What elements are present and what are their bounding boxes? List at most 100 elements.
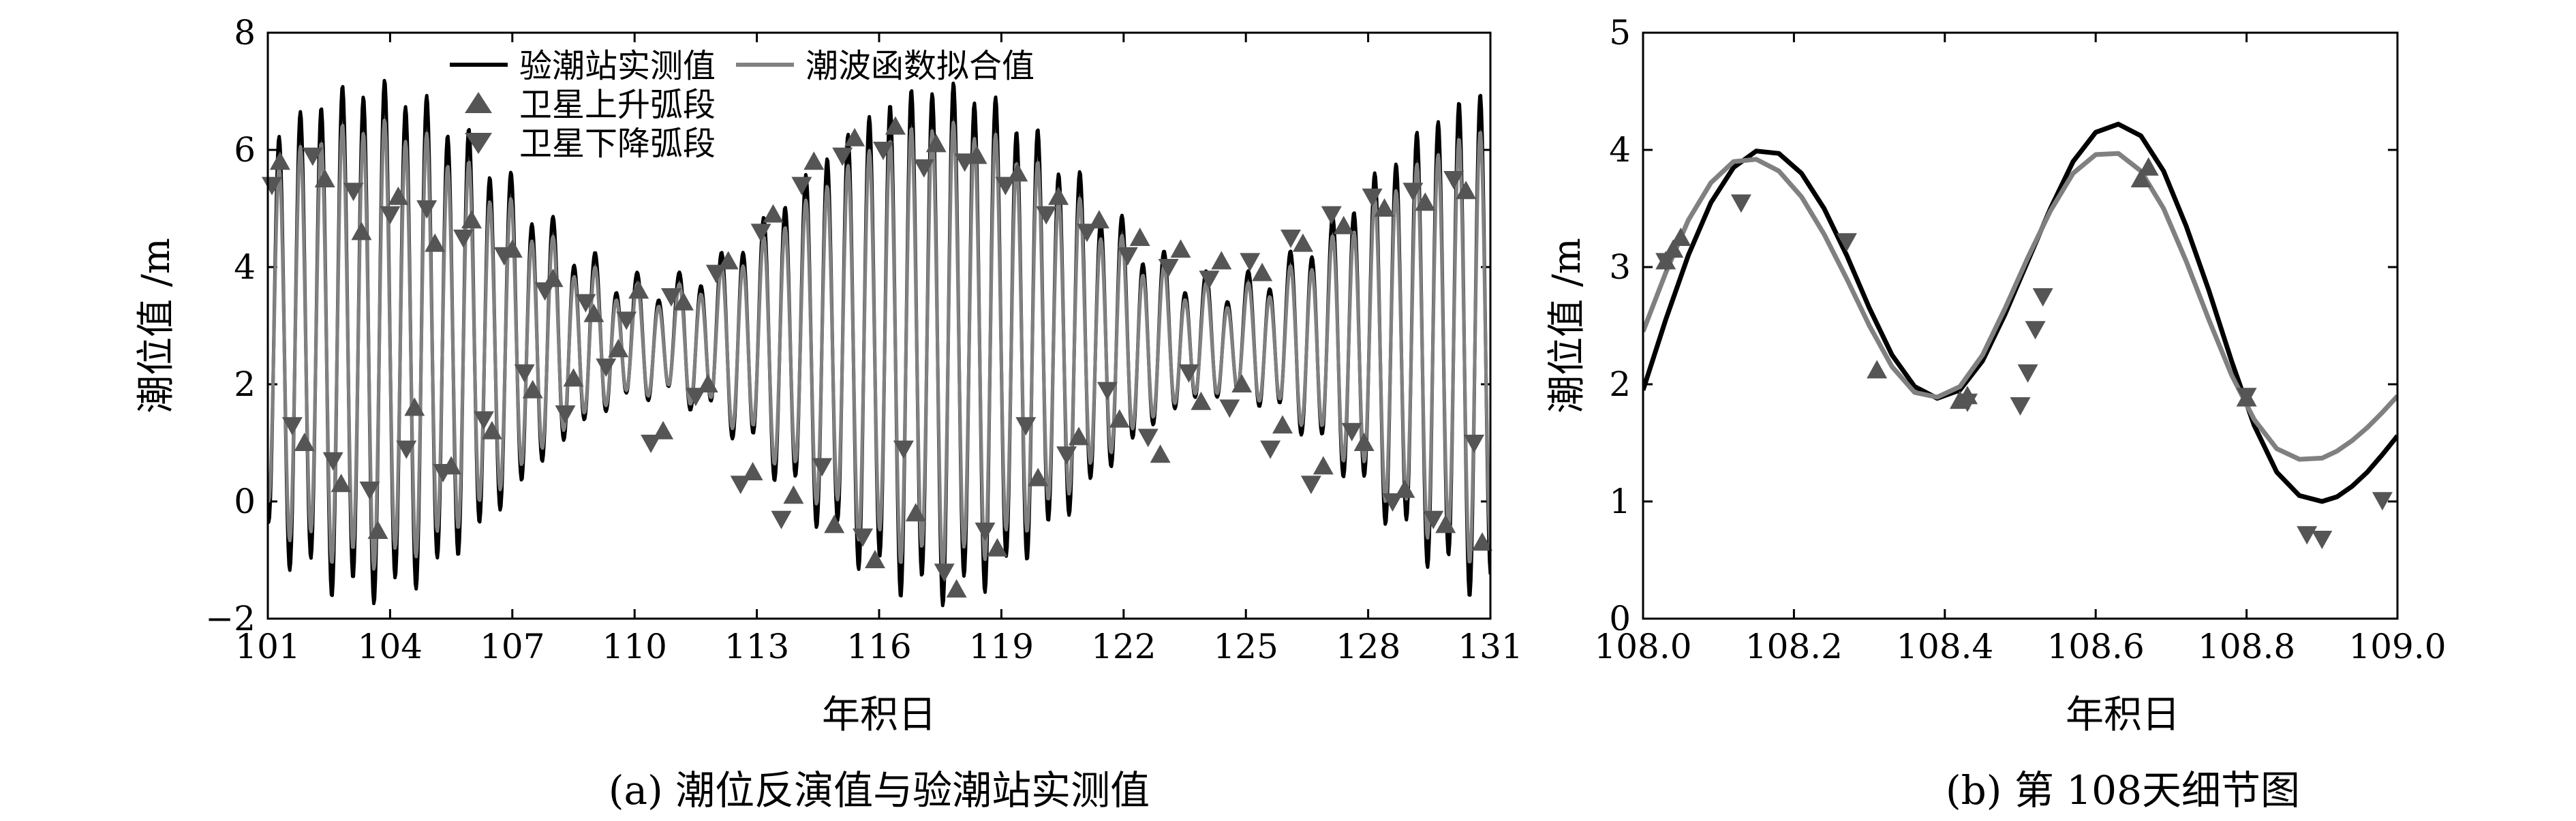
- y-tick-label: 2: [1609, 365, 1631, 404]
- x-tick-label: 109.0: [2348, 627, 2446, 666]
- descending-arc-marker: [514, 364, 535, 383]
- x-tick-label: 131: [1458, 627, 1522, 666]
- ascending-arc-marker: [925, 134, 947, 153]
- ascending-arc-marker: [1292, 233, 1313, 252]
- descending-arc-marker: [534, 282, 555, 301]
- ascending-arc-marker: [1170, 239, 1191, 258]
- descending-arc-marker: [1730, 194, 1751, 213]
- x-tick-label: 122: [1091, 627, 1156, 666]
- descending-arc-marker: [575, 294, 596, 313]
- ascending-arc-marker: [1670, 228, 1691, 246]
- ascending-arc-marker: [1313, 456, 1334, 475]
- ascending-arc-marker: [865, 550, 885, 568]
- ascending-arc-marker: [481, 420, 502, 439]
- ascending-arc-marker: [824, 514, 845, 533]
- ascending-arc-marker: [783, 485, 804, 504]
- descending-arc-marker: [1443, 171, 1465, 189]
- panel-b-x-axis-label: 年积日: [2066, 693, 2180, 737]
- panel-a-markers: [262, 116, 1492, 598]
- ascending-arc-marker: [1109, 409, 1130, 428]
- panel-a-plot-frame: [266, 31, 1492, 620]
- descending-arc-marker: [1382, 493, 1403, 512]
- ascending-arc-marker: [351, 221, 372, 241]
- legend-ascending-marker: [465, 92, 492, 113]
- descending-arc-marker: [750, 223, 771, 243]
- descending-arc-marker: [2312, 531, 2333, 549]
- panel-b-markers: [1655, 157, 2393, 549]
- ascending-arc-marker: [1415, 192, 1436, 211]
- descending-arc-marker: [596, 358, 617, 377]
- ascending-arc-marker: [1150, 444, 1171, 463]
- descending-arc-marker: [913, 159, 934, 178]
- ascending-arc-marker: [946, 579, 967, 598]
- panel-a-tide-comparison: 101 104 107 110 113 116 119 122 125 128 131 −2 0 2 4 6 8…: [134, 13, 1523, 814]
- ascending-arc-marker: [844, 127, 865, 146]
- descending-arc-marker: [380, 206, 401, 225]
- legend-descending-label: 卫星下降弧段: [519, 125, 716, 163]
- y-tick-label: 0: [1609, 599, 1631, 638]
- x-tick-label: 108.6: [2047, 627, 2145, 666]
- panel-a-y-axis-label: 潮位值 /m: [134, 238, 179, 414]
- descending-arc-marker: [1260, 440, 1281, 459]
- descending-arc-marker: [1097, 382, 1118, 401]
- ascending-arc-marker: [1272, 415, 1293, 434]
- y-tick-label: −2: [205, 599, 256, 638]
- panel-b-day-108-detail: 108.0 108.2 108.4 108.6 108.8 109.0 0 1 2 3 4 5 年积日…: [1545, 13, 2447, 814]
- ascending-arc-marker: [294, 433, 315, 451]
- descending-arc-marker: [416, 200, 438, 219]
- ascending-arc-marker: [1069, 427, 1089, 446]
- panel-a-series-lines: [268, 78, 1490, 608]
- legend-measured-label: 验潮站实测值: [519, 47, 716, 85]
- y-tick-label: 4: [1609, 130, 1631, 170]
- descending-arc-marker: [1300, 476, 1321, 495]
- panel-b-y-axis-label: 潮位值 /m: [1545, 238, 1589, 414]
- panel-a-legend: 验潮站实测值 潮波函数拟合值 卫星上升弧段 卫星下降弧段: [450, 47, 1034, 163]
- descending-arc-marker: [302, 147, 323, 166]
- ascending-arc-marker: [1472, 532, 1492, 551]
- panel-b-tick-labels: 108.0 108.2 108.4 108.6 108.8 109.0 0 1 2 3 4 5: [1594, 13, 2446, 666]
- ascending-arc-marker: [2130, 169, 2151, 187]
- x-tick-label: 110: [602, 627, 666, 666]
- panel-b-caption: (b) 第 108天细节图: [1946, 767, 2300, 814]
- y-tick-label: 3: [1609, 247, 1631, 287]
- ascending-arc-marker: [966, 145, 987, 164]
- ascending-arc-marker: [1191, 391, 1212, 410]
- descending-arc-marker: [322, 452, 343, 471]
- descending-arc-marker: [791, 176, 812, 196]
- x-tick-label: 116: [846, 627, 911, 666]
- ascending-arc-marker: [1048, 186, 1069, 205]
- descending-arc-marker: [2017, 364, 2038, 383]
- x-tick-label: 108.8: [2198, 627, 2295, 666]
- descending-arc-marker: [493, 247, 515, 266]
- ascending-arc-marker: [1231, 374, 1253, 392]
- x-tick-label: 119: [969, 627, 1034, 666]
- ascending-arc-marker: [461, 210, 482, 229]
- descending-arc-marker: [812, 458, 833, 477]
- x-tick-label: 125: [1213, 627, 1278, 666]
- y-tick-label: 5: [1609, 13, 1631, 52]
- y-tick-label: 6: [234, 130, 256, 170]
- ascending-arc-marker: [1435, 514, 1456, 533]
- ascending-arc-marker: [1129, 228, 1150, 246]
- descending-arc-marker: [359, 481, 380, 500]
- descending-arc-marker: [1178, 364, 1199, 383]
- ascending-arc-marker: [1353, 433, 1375, 451]
- ascending-arc-marker: [1867, 360, 1888, 379]
- descending-arc-marker: [616, 311, 637, 330]
- descending-arc-marker: [954, 153, 975, 172]
- y-tick-label: 8: [234, 13, 256, 52]
- descending-arc-marker: [705, 264, 726, 283]
- descending-arc-marker: [2372, 492, 2393, 511]
- x-tick-label: 104: [358, 627, 423, 666]
- legend-fitted-label: 潮波函数拟合值: [806, 47, 1034, 85]
- descending-arc-marker: [1655, 253, 1676, 272]
- ascending-arc-marker: [1252, 262, 1273, 281]
- descending-arc-marker: [1281, 230, 1301, 248]
- ascending-arc-marker: [608, 339, 629, 358]
- ascending-arc-marker: [803, 151, 825, 170]
- panel-a-x-axis-label: 年积日: [822, 693, 936, 737]
- descending-arc-marker: [853, 528, 874, 547]
- descending-arc-marker: [2010, 397, 2031, 416]
- descending-arc-marker: [1219, 399, 1240, 418]
- ascending-arc-marker: [314, 169, 335, 187]
